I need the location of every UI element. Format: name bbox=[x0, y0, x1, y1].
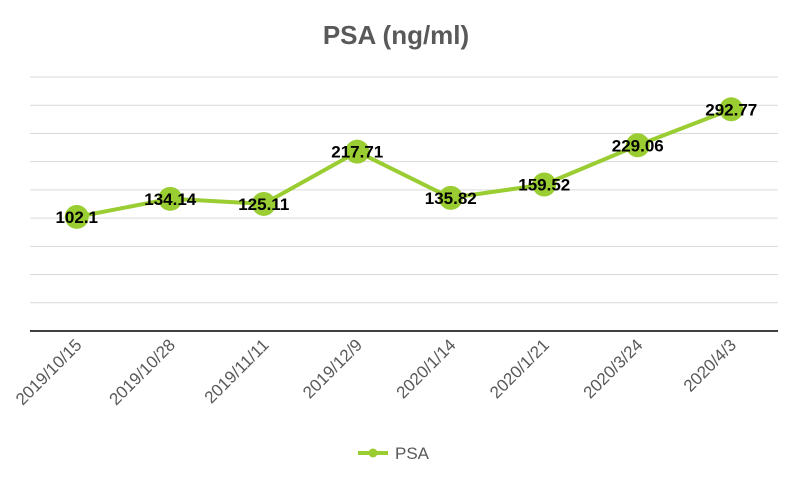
x-tick-label: 2019/10/28 bbox=[105, 335, 179, 409]
legend: PSA bbox=[358, 444, 430, 463]
x-tick-label: 2019/10/15 bbox=[12, 335, 86, 409]
x-tick-label: 2019/12/9 bbox=[299, 335, 366, 402]
data-point bbox=[532, 172, 557, 197]
x-tick-label: 2020/3/24 bbox=[580, 335, 647, 402]
data-labels: 102.1 134.14 125.11 217.71 135.82 159.52 229.0… bbox=[55, 100, 757, 227]
data-point bbox=[345, 139, 370, 164]
data-label: 292.77 bbox=[705, 100, 757, 119]
data-point bbox=[158, 186, 183, 211]
x-tick-label: 2020/1/21 bbox=[486, 335, 553, 402]
data-point bbox=[438, 185, 463, 210]
data-label: 102.1 bbox=[55, 208, 98, 227]
data-label: 229.06 bbox=[612, 136, 664, 155]
data-label: 217.71 bbox=[331, 143, 383, 162]
legend-marker bbox=[368, 448, 378, 458]
series-psa bbox=[64, 97, 744, 229]
data-point bbox=[625, 133, 650, 158]
x-tick-label: 2020/4/3 bbox=[680, 335, 740, 395]
grid-lines bbox=[30, 76, 778, 304]
x-tick-labels: 2019/10/15 2019/10/28 2019/11/11 2019/12/9 2… bbox=[12, 335, 740, 409]
chart-title: PSA (ng/ml) bbox=[323, 20, 469, 50]
data-point bbox=[251, 191, 276, 216]
data-point bbox=[64, 204, 89, 229]
data-label: 159.52 bbox=[518, 176, 570, 195]
x-tick-label: 2019/11/11 bbox=[201, 335, 273, 407]
legend-label: PSA bbox=[395, 444, 430, 463]
series-line bbox=[76, 107, 733, 219]
x-tick-label: 2020/1/14 bbox=[393, 335, 460, 402]
data-point bbox=[719, 97, 744, 122]
data-label: 135.82 bbox=[425, 189, 477, 208]
data-label: 125.11 bbox=[238, 195, 289, 214]
data-label: 134.14 bbox=[144, 190, 197, 209]
